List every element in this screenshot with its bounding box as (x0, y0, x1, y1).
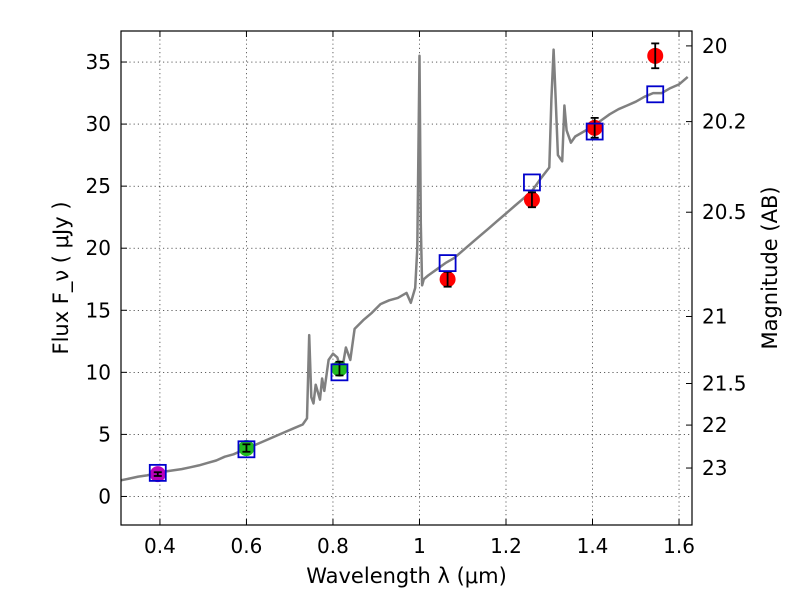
right-tick-label: 22 (702, 413, 727, 437)
x-axis-label: Wavelength λ (μm) (306, 564, 507, 588)
right-tick-label: 20.5 (702, 200, 747, 224)
right-tick-label: 20.2 (702, 110, 747, 134)
model-point (330, 363, 349, 382)
x-tick-label: 0.4 (144, 534, 176, 558)
axis-ticks: 0.4 0.6 0.8 1 1.2 1.4 1.6 0 5 10 15 20 25 30 35 20 20.2 2… (86, 31, 747, 558)
grid-lines (121, 31, 692, 525)
model-point (523, 173, 541, 192)
x-tick-label: 0.6 (231, 534, 263, 558)
y-tick-label: 20 (86, 236, 111, 260)
series-group (121, 42, 689, 483)
right-tick-label: 23 (702, 456, 727, 480)
y-tick-label: 25 (86, 174, 111, 198)
plot-area (121, 42, 689, 483)
x-tick-label: 1.2 (490, 534, 522, 558)
right-tick-label: 21 (702, 304, 727, 328)
right-y-axis-label: Magnitude (AB) (758, 186, 782, 349)
model-point (585, 122, 604, 141)
x-tick-label: 1.6 (663, 534, 695, 558)
model-point (237, 440, 256, 459)
y-tick-label: 10 (86, 360, 111, 384)
y-tick-label: 0 (98, 484, 111, 508)
y-tick-label: 35 (86, 50, 111, 74)
right-tick-label: 20 (702, 34, 727, 58)
x-tick-label: 1 (413, 534, 426, 558)
model-point (148, 463, 167, 482)
axes-frame (120, 30, 693, 526)
spectrum-line (121, 48, 689, 482)
y-tick-label: 5 (98, 422, 111, 446)
y-axis-label: Flux F_ν ( μJy ) (49, 201, 74, 354)
y-tick-label: 30 (86, 112, 111, 136)
x-tick-label: 1.4 (577, 534, 609, 558)
x-tick-label: 0.8 (317, 534, 349, 558)
right-tick-label: 21.5 (702, 372, 747, 396)
y-tick-label: 15 (86, 298, 111, 322)
model-point (646, 85, 665, 104)
model-point (438, 254, 457, 273)
